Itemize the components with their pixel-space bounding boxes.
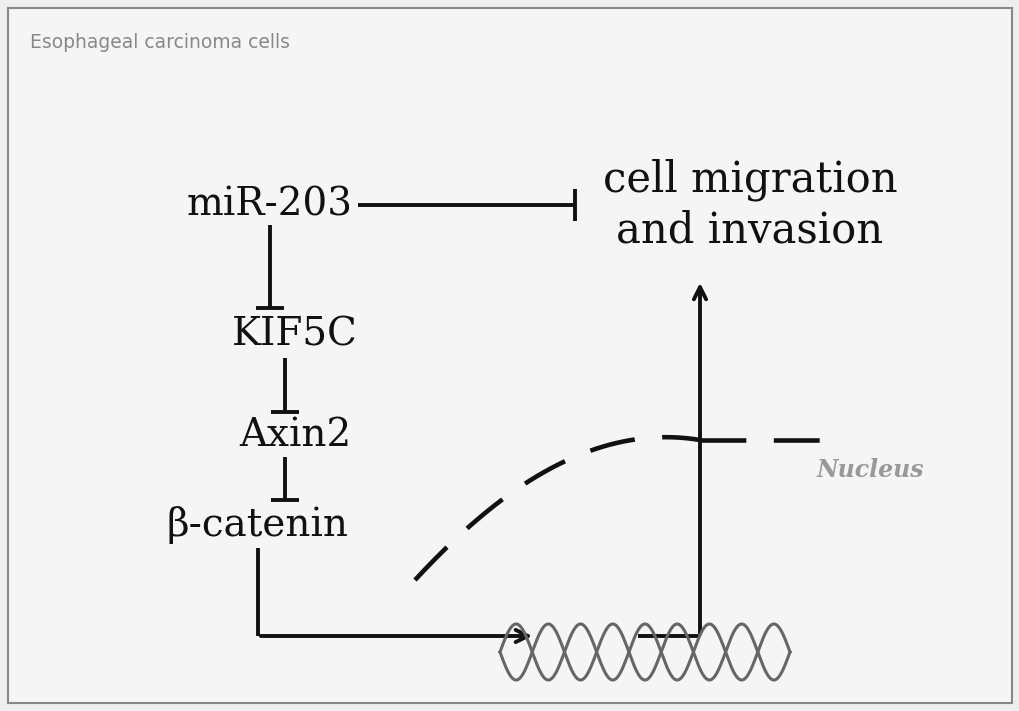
Text: Axin2: Axin2 bbox=[238, 417, 351, 454]
Text: Nucleus: Nucleus bbox=[815, 458, 923, 482]
Text: miR-203: miR-203 bbox=[186, 186, 353, 223]
Text: β-catenin: β-catenin bbox=[167, 506, 348, 544]
Text: KIF5C: KIF5C bbox=[232, 316, 358, 353]
Text: cell migration
and invasion: cell migration and invasion bbox=[602, 159, 897, 252]
Text: Esophageal carcinoma cells: Esophageal carcinoma cells bbox=[30, 33, 289, 51]
